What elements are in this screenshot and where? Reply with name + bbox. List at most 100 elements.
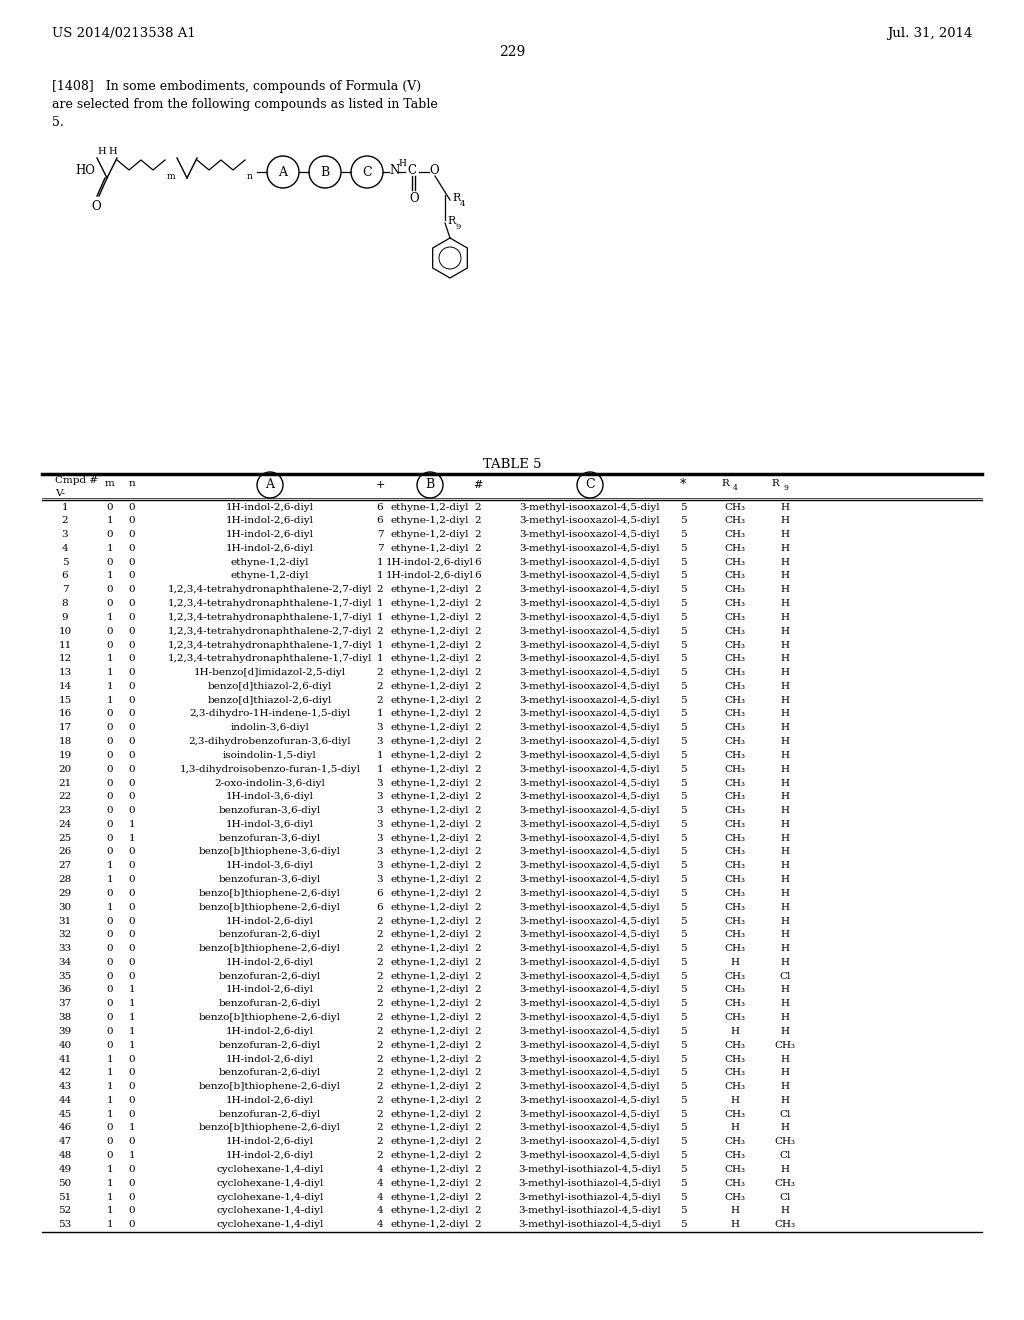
Text: 1: 1	[106, 1220, 114, 1229]
Text: 3-methyl-isooxazol-4,5-diyl: 3-methyl-isooxazol-4,5-diyl	[520, 668, 660, 677]
Text: CH₃: CH₃	[725, 999, 745, 1008]
Text: 44: 44	[58, 1096, 72, 1105]
Text: CH₃: CH₃	[725, 503, 745, 511]
Text: H: H	[780, 1027, 790, 1036]
Text: 2: 2	[475, 1179, 481, 1188]
Text: 5: 5	[680, 807, 686, 814]
Text: 0: 0	[129, 585, 135, 594]
Text: 0: 0	[106, 1014, 114, 1022]
Text: 3-methyl-isooxazol-4,5-diyl: 3-methyl-isooxazol-4,5-diyl	[520, 792, 660, 801]
Text: 3-methyl-isothiazol-4,5-diyl: 3-methyl-isothiazol-4,5-diyl	[518, 1166, 662, 1173]
Text: 6: 6	[475, 572, 481, 581]
Text: 0: 0	[106, 888, 114, 898]
Text: 9: 9	[61, 612, 69, 622]
Text: H: H	[398, 160, 406, 169]
Text: 2: 2	[475, 779, 481, 788]
Text: O: O	[429, 164, 438, 177]
Text: 51: 51	[58, 1192, 72, 1201]
Text: 0: 0	[129, 682, 135, 690]
Text: 1H-indol-2,6-diyl: 1H-indol-2,6-diyl	[226, 531, 314, 539]
Text: 4: 4	[377, 1206, 383, 1216]
Text: ethyne-1,2-diyl: ethyne-1,2-diyl	[391, 1040, 469, 1049]
Text: H: H	[780, 1206, 790, 1216]
Text: 5: 5	[680, 847, 686, 857]
Text: 0: 0	[129, 655, 135, 663]
Text: 2: 2	[475, 999, 481, 1008]
Text: 2: 2	[377, 1068, 383, 1077]
Text: 5: 5	[680, 875, 686, 884]
Text: 27: 27	[58, 862, 72, 870]
Text: 5: 5	[680, 916, 686, 925]
Text: 2: 2	[475, 682, 481, 690]
Text: H: H	[780, 807, 790, 814]
Text: 53: 53	[58, 1220, 72, 1229]
Text: 2: 2	[377, 1027, 383, 1036]
Text: 2: 2	[475, 972, 481, 981]
Text: CH₃: CH₃	[725, 888, 745, 898]
Text: 0: 0	[129, 958, 135, 966]
Text: 5: 5	[680, 655, 686, 663]
Text: A: A	[265, 479, 274, 491]
Text: 2: 2	[377, 1096, 383, 1105]
Text: 0: 0	[129, 972, 135, 981]
Text: 1: 1	[106, 1055, 114, 1064]
Text: 0: 0	[129, 916, 135, 925]
Text: 0: 0	[129, 723, 135, 733]
Text: H: H	[780, 655, 790, 663]
Text: H: H	[780, 999, 790, 1008]
Text: ethyne-1,2-diyl: ethyne-1,2-diyl	[391, 1220, 469, 1229]
Text: 34: 34	[58, 958, 72, 966]
Text: 0: 0	[106, 1138, 114, 1146]
Text: 2: 2	[475, 1110, 481, 1119]
Text: 7: 7	[377, 544, 383, 553]
Text: ethyne-1,2-diyl: ethyne-1,2-diyl	[391, 696, 469, 705]
Text: 0: 0	[129, 599, 135, 609]
Text: 1H-indol-2,6-diyl: 1H-indol-2,6-diyl	[226, 1138, 314, 1146]
Text: 0: 0	[106, 999, 114, 1008]
Text: 5: 5	[680, 640, 686, 649]
Text: H: H	[780, 557, 790, 566]
Text: 3-methyl-isooxazol-4,5-diyl: 3-methyl-isooxazol-4,5-diyl	[520, 682, 660, 690]
Text: 5: 5	[680, 888, 686, 898]
Text: 0: 0	[129, 847, 135, 857]
Text: 49: 49	[58, 1166, 72, 1173]
Text: ethyne-1,2-diyl: ethyne-1,2-diyl	[391, 723, 469, 733]
Text: 5: 5	[680, 1138, 686, 1146]
Text: 8: 8	[61, 599, 69, 609]
Text: H: H	[780, 627, 790, 636]
Text: 2: 2	[475, 847, 481, 857]
Text: 3-methyl-isooxazol-4,5-diyl: 3-methyl-isooxazol-4,5-diyl	[520, 1110, 660, 1119]
Text: 1: 1	[129, 1027, 135, 1036]
Text: cyclohexane-1,4-diyl: cyclohexane-1,4-diyl	[216, 1206, 324, 1216]
Text: Cl: Cl	[779, 1110, 791, 1119]
Text: 5: 5	[680, 792, 686, 801]
Text: cyclohexane-1,4-diyl: cyclohexane-1,4-diyl	[216, 1166, 324, 1173]
Text: 1: 1	[129, 834, 135, 842]
Text: 3-methyl-isooxazol-4,5-diyl: 3-methyl-isooxazol-4,5-diyl	[520, 544, 660, 553]
Text: H: H	[780, 531, 790, 539]
Text: ethyne-1,2-diyl: ethyne-1,2-diyl	[391, 888, 469, 898]
Text: 2: 2	[475, 888, 481, 898]
Text: HO: HO	[75, 164, 95, 177]
Text: CH₃: CH₃	[725, 572, 745, 581]
Text: 0: 0	[106, 531, 114, 539]
Text: ethyne-1,2-diyl: ethyne-1,2-diyl	[391, 640, 469, 649]
Text: 24: 24	[58, 820, 72, 829]
Text: cyclohexane-1,4-diyl: cyclohexane-1,4-diyl	[216, 1179, 324, 1188]
Text: 3-methyl-isothiazol-4,5-diyl: 3-methyl-isothiazol-4,5-diyl	[518, 1220, 662, 1229]
Text: 3: 3	[377, 875, 383, 884]
Text: H: H	[780, 682, 790, 690]
Text: 0: 0	[129, 792, 135, 801]
Text: 2: 2	[475, 792, 481, 801]
Text: 1: 1	[377, 612, 383, 622]
Text: H: H	[780, 737, 790, 746]
Text: CH₃: CH₃	[725, 737, 745, 746]
Text: ethyne-1,2-diyl: ethyne-1,2-diyl	[391, 710, 469, 718]
Text: CH₃: CH₃	[725, 862, 745, 870]
Text: CH₃: CH₃	[725, 807, 745, 814]
Text: V-: V-	[55, 488, 65, 498]
Text: 5: 5	[680, 834, 686, 842]
Text: 31: 31	[58, 916, 72, 925]
Text: 2-oxo-indolin-3,6-diyl: 2-oxo-indolin-3,6-diyl	[215, 779, 326, 788]
Text: 33: 33	[58, 944, 72, 953]
